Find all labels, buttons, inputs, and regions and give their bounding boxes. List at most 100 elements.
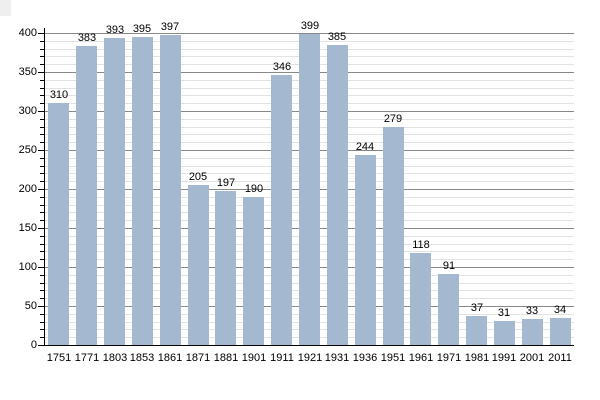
- bar-value-label: 197: [216, 177, 236, 189]
- bar-value-label: 34: [553, 304, 567, 316]
- bar-value-label: 383: [77, 32, 97, 44]
- x-axis-label: 1921: [297, 352, 323, 364]
- y-tick-minor: [40, 329, 44, 330]
- bar-value-label: 33: [525, 305, 539, 317]
- y-tick-minor: [40, 166, 44, 167]
- y-tick-major: [38, 267, 44, 268]
- y-tick-minor: [40, 95, 44, 96]
- y-tick-minor: [40, 314, 44, 315]
- bar-value-label: 31: [497, 307, 511, 319]
- bar-value-label: 244: [355, 141, 375, 153]
- gridline-major: [45, 33, 574, 34]
- y-tick-minor: [40, 173, 44, 174]
- x-axis-label: 1981: [464, 352, 490, 364]
- y-tick-major: [38, 111, 44, 112]
- y-tick-minor: [40, 158, 44, 159]
- y-axis-label: 400: [18, 27, 37, 39]
- bar-value-label: 37: [470, 302, 484, 314]
- y-tick-minor: [40, 244, 44, 245]
- x-axis-label: 1853: [129, 352, 155, 364]
- bar: [466, 316, 487, 345]
- y-tick-minor: [40, 80, 44, 81]
- y-axis-label: 250: [18, 144, 37, 156]
- bar: [494, 321, 515, 345]
- bar-value-label: 395: [132, 23, 152, 35]
- y-axis-label: 350: [18, 66, 37, 78]
- x-axis-label: 1901: [241, 352, 267, 364]
- bar: [160, 35, 181, 345]
- bar: [299, 34, 320, 345]
- y-tick-major: [38, 72, 44, 73]
- y-tick-minor: [40, 103, 44, 104]
- y-tick-minor: [40, 337, 44, 338]
- bar-value-label: 190: [244, 183, 264, 195]
- y-tick-minor: [40, 56, 44, 57]
- y-tick-major: [38, 189, 44, 190]
- y-tick-minor: [40, 236, 44, 237]
- y-tick-major: [38, 33, 44, 34]
- x-axis-label: 1881: [213, 352, 239, 364]
- bar: [410, 253, 431, 345]
- x-axis-line: [44, 345, 574, 346]
- bar-value-label: 279: [383, 113, 403, 125]
- bar-value-label: 91: [442, 260, 456, 272]
- bar-value-label: 385: [327, 31, 347, 43]
- y-axis-label: 100: [18, 261, 37, 273]
- y-tick-minor: [40, 119, 44, 120]
- bar-value-label: 346: [272, 61, 292, 73]
- bar: [550, 318, 571, 345]
- y-tick-minor: [40, 259, 44, 260]
- y-tick-minor: [40, 134, 44, 135]
- corner-artifact: [0, 0, 11, 16]
- y-tick-minor: [40, 322, 44, 323]
- bar: [271, 75, 292, 345]
- x-axis-label: 1803: [102, 352, 128, 364]
- y-tick-minor: [40, 205, 44, 206]
- bar: [355, 155, 376, 345]
- bar: [76, 46, 97, 345]
- bar: [522, 319, 543, 345]
- y-tick-major: [38, 150, 44, 151]
- y-tick-minor: [40, 290, 44, 291]
- x-axis-label: 1871: [185, 352, 211, 364]
- bar-value-label: 393: [105, 24, 125, 36]
- y-tick-minor: [40, 88, 44, 89]
- y-tick-minor: [40, 142, 44, 143]
- bar: [327, 45, 348, 345]
- y-axis-label: 200: [18, 183, 37, 195]
- x-axis-label: 1861: [157, 352, 183, 364]
- x-axis-label: 2011: [548, 352, 572, 364]
- bar: [104, 38, 125, 345]
- bar-value-label: 399: [300, 20, 320, 32]
- y-tick-minor: [40, 298, 44, 299]
- y-tick-minor: [40, 197, 44, 198]
- x-axis-label: 1971: [436, 352, 462, 364]
- bar: [215, 191, 236, 345]
- x-axis-label: 1931: [324, 352, 350, 364]
- y-tick-minor: [40, 220, 44, 221]
- y-tick-minor: [40, 41, 44, 42]
- y-axis-label: 300: [18, 105, 37, 117]
- y-axis-line: [44, 28, 45, 346]
- bar-value-label: 118: [412, 239, 430, 251]
- bar: [132, 37, 153, 345]
- bar: [438, 274, 459, 345]
- y-tick-minor: [40, 49, 44, 50]
- bar-value-label: 205: [188, 171, 208, 183]
- x-axis-label: 1991: [491, 352, 517, 364]
- bar: [188, 185, 209, 345]
- bar: [383, 127, 404, 345]
- y-axis-label: 0: [30, 339, 37, 351]
- x-axis-label: 1911: [270, 352, 294, 364]
- x-axis-label: 1936: [352, 352, 378, 364]
- bar: [243, 197, 264, 345]
- y-tick-minor: [40, 251, 44, 252]
- y-tick-minor: [40, 181, 44, 182]
- x-axis-label: 2001: [519, 352, 545, 364]
- x-axis-label: 1961: [408, 352, 434, 364]
- y-tick-major: [38, 345, 44, 346]
- y-axis-label: 150: [18, 222, 37, 234]
- x-axis-label: 1951: [380, 352, 406, 364]
